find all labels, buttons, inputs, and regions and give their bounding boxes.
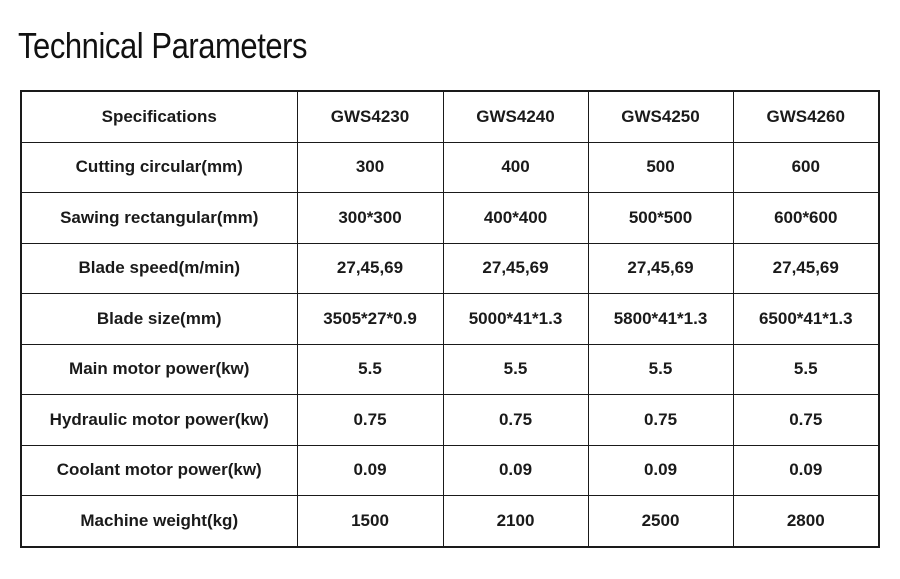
value-cell: 27,45,69 [587,242,734,294]
table-row: Machine weight(kg) 1500 2100 2500 2800 [20,495,880,547]
value-cell: 600*600 [732,192,880,244]
table-row: Hydraulic motor power(kw) 0.75 0.75 0.75… [20,394,880,446]
header-cell-model: GWS4250 [587,90,734,143]
value-cell: 2500 [587,495,734,547]
value-cell: 5800*41*1.3 [587,293,734,345]
value-cell: 6500*41*1.3 [732,293,880,345]
value-cell: 27,45,69 [296,242,444,294]
row-label-cell: Coolant motor power(kw) [20,444,298,496]
value-cell: 500 [587,141,734,193]
page-title: Technical Parameters [18,25,308,66]
row-label-cell: Blade speed(m/min) [20,242,298,294]
value-cell: 0.75 [296,394,444,446]
value-cell: 5.5 [296,343,444,395]
table-row: Blade speed(m/min) 27,45,69 27,45,69 27,… [20,242,880,294]
value-cell: 3505*27*0.9 [296,293,444,345]
value-cell: 1500 [296,495,444,547]
value-cell: 5000*41*1.3 [442,293,589,345]
value-cell: 0.75 [732,394,880,446]
header-cell-specifications: Specifications [20,90,298,143]
table-row: Cutting circular(mm) 300 400 500 600 [20,141,880,193]
value-cell: 0.75 [442,394,589,446]
technical-parameters-table: Specifications GWS4230 GWS4240 GWS4250 G… [20,90,880,548]
table-row: Coolant motor power(kw) 0.09 0.09 0.09 0… [20,444,880,496]
row-label-cell: Blade size(mm) [20,293,298,345]
header-cell-model: GWS4240 [442,90,589,143]
value-cell: 300 [296,141,444,193]
value-cell: 0.09 [587,444,734,496]
value-cell: 500*500 [587,192,734,244]
table-row: Blade size(mm) 3505*27*0.9 5000*41*1.3 5… [20,293,880,345]
row-label-cell: Main motor power(kw) [20,343,298,395]
value-cell: 400 [442,141,589,193]
value-cell: 27,45,69 [442,242,589,294]
value-cell: 0.09 [732,444,880,496]
value-cell: 2800 [732,495,880,547]
value-cell: 0.75 [587,394,734,446]
value-cell: 5.5 [732,343,880,395]
row-label-cell: Sawing rectangular(mm) [20,192,298,244]
row-label-cell: Cutting circular(mm) [20,141,298,193]
table-row: Main motor power(kw) 5.5 5.5 5.5 5.5 [20,343,880,395]
value-cell: 27,45,69 [732,242,880,294]
table-row: Sawing rectangular(mm) 300*300 400*400 5… [20,192,880,244]
header-cell-model: GWS4230 [296,90,444,143]
row-label-cell: Machine weight(kg) [20,495,298,547]
value-cell: 600 [732,141,880,193]
value-cell: 400*400 [442,192,589,244]
table-header-row: Specifications GWS4230 GWS4240 GWS4250 G… [20,90,880,143]
header-cell-model: GWS4260 [732,90,880,143]
value-cell: 5.5 [587,343,734,395]
value-cell: 5.5 [442,343,589,395]
value-cell: 0.09 [442,444,589,496]
value-cell: 300*300 [296,192,444,244]
row-label-cell: Hydraulic motor power(kw) [20,394,298,446]
value-cell: 2100 [442,495,589,547]
value-cell: 0.09 [296,444,444,496]
